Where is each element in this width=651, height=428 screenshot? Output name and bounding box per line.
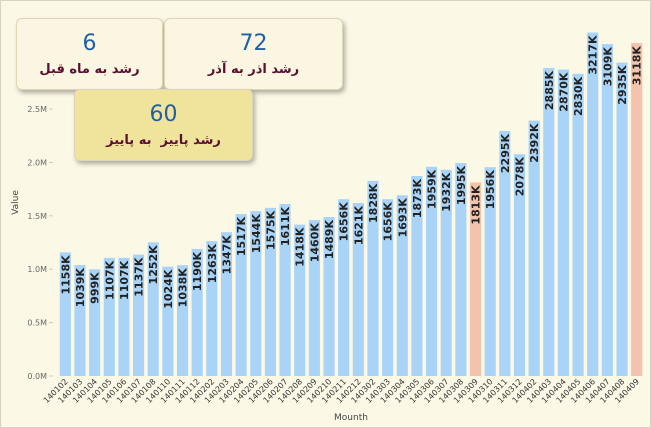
value-label: 1544K	[250, 214, 263, 254]
value-label: 1460K	[308, 223, 321, 263]
bar	[631, 43, 643, 377]
value-label: 2830K	[572, 76, 585, 116]
bar	[220, 232, 233, 376]
bar	[587, 32, 599, 377]
bar	[235, 214, 247, 376]
value-label: 1158K	[59, 255, 72, 295]
value-label: 1190K	[191, 251, 204, 291]
value-label: 1039K	[74, 268, 87, 308]
value-label: 2870K	[557, 72, 570, 112]
value-label: 1024K	[162, 269, 175, 309]
value-label: 1107K	[103, 260, 116, 300]
value-label: 1621K	[352, 205, 365, 245]
bar	[513, 154, 526, 376]
value-label: 1038K	[177, 268, 190, 308]
y-tick-label: 1.0M	[27, 265, 47, 274]
bar	[572, 73, 584, 376]
bar	[279, 203, 291, 376]
y-tick-label: 0.5M	[27, 319, 47, 328]
value-label: 2078K	[513, 157, 526, 197]
value-label: 1693K	[396, 198, 409, 238]
bar	[103, 257, 115, 376]
value-label: 1932K	[440, 172, 453, 212]
bar	[499, 130, 511, 376]
value-label: 1137K	[133, 257, 146, 297]
bar	[191, 248, 203, 376]
value-label: 1813K	[470, 185, 483, 225]
bar	[367, 180, 379, 376]
kpi-label: رشد پاییز به پاییز	[106, 133, 221, 148]
value-label: 2935K	[616, 65, 629, 105]
bar	[59, 252, 71, 376]
value-label: 1959K	[426, 169, 439, 209]
value-label: 2392K	[528, 123, 541, 163]
y-tick-label: 1.5M	[27, 212, 47, 221]
kpi-value: 60	[149, 102, 178, 127]
value-label: 1107K	[118, 260, 131, 300]
bar	[396, 195, 408, 376]
bar	[484, 167, 496, 376]
value-label: 1263K	[206, 244, 219, 284]
y-tick-label: 2.5M	[27, 105, 47, 114]
kpi-label: رشد به ماه قبل	[39, 62, 140, 77]
y-tick-label: 2.0M	[27, 158, 47, 167]
value-label: 1656K	[382, 202, 395, 242]
value-label: 1252K	[147, 245, 160, 285]
value-label: 3118K	[631, 46, 644, 86]
kpi-label: رشد اذر به آذر	[207, 62, 300, 77]
value-label: 2885K	[543, 70, 556, 110]
bar	[162, 266, 174, 376]
bar	[294, 224, 306, 376]
bar	[382, 199, 394, 376]
value-label: 999K	[89, 272, 102, 304]
bar	[616, 62, 628, 376]
y-tick-label: 0.0M	[27, 372, 47, 381]
value-label: 2295K	[499, 133, 512, 173]
value-label: 1489K	[323, 220, 336, 260]
bar	[118, 257, 130, 376]
value-label: 1956K	[484, 170, 497, 210]
bar	[176, 265, 189, 376]
value-label: 1575K	[264, 210, 277, 250]
y-axis-title: Value	[11, 190, 21, 215]
value-label: 1611K	[279, 207, 292, 247]
value-label: 3217K	[587, 35, 600, 75]
value-label: 1517K	[235, 217, 248, 257]
bar	[338, 199, 350, 376]
bar	[440, 169, 452, 376]
value-label: 1418K	[294, 227, 307, 267]
bar	[455, 162, 467, 376]
bar	[74, 265, 86, 376]
kpi-card: 6 رشد به ماه قبل	[16, 18, 163, 90]
bar	[352, 202, 364, 376]
bar	[206, 241, 218, 376]
bar	[147, 242, 159, 376]
bar	[133, 254, 145, 376]
value-label: 1995K	[455, 166, 468, 206]
value-label: 1873K	[411, 179, 424, 219]
bar	[543, 67, 555, 377]
bar	[89, 269, 101, 376]
bar	[557, 69, 569, 376]
bar	[426, 166, 438, 376]
value-label: 3109K	[601, 47, 614, 87]
bar	[411, 176, 423, 376]
kpi-card: 72 رشد اذر به آذر	[164, 18, 343, 90]
bar	[250, 211, 262, 376]
bar	[264, 207, 276, 376]
x-axis-title: Mounth	[334, 413, 368, 423]
bar	[601, 44, 613, 376]
value-label: 1656K	[338, 202, 351, 242]
bar	[308, 220, 320, 376]
kpi-value: 6	[82, 31, 97, 56]
kpi-card: 60 رشد پاییز به پاییز	[74, 89, 253, 161]
value-label: 1828K	[367, 183, 380, 223]
value-label: 1347K	[220, 235, 233, 275]
bar	[528, 120, 540, 376]
kpi-value: 72	[239, 31, 268, 56]
bar	[469, 182, 482, 376]
bar	[323, 217, 335, 376]
